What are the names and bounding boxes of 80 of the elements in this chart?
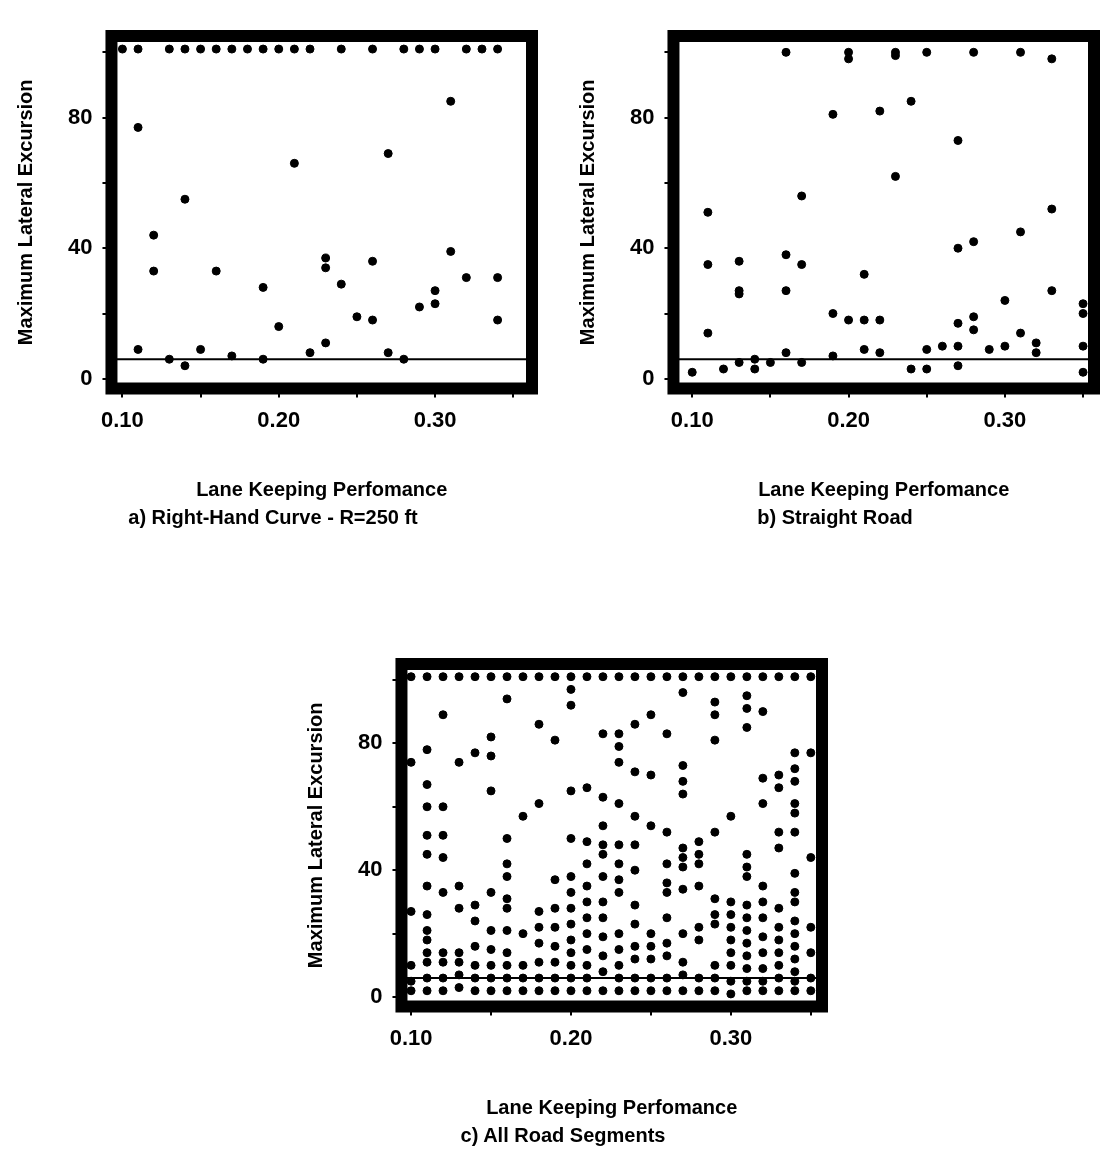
point [149,266,159,276]
point [227,44,237,54]
x-axis-title: Lane Keeping Perfomance [758,477,1010,500]
point [258,354,268,364]
point [274,44,284,54]
y-tick-label: 80 [67,103,93,129]
point [149,230,159,240]
point [399,354,409,364]
point [321,253,331,263]
point [461,273,471,283]
point [305,348,315,358]
y-tick-label: 0 [370,983,383,1009]
point [399,44,409,54]
point [180,194,190,204]
point [242,44,252,54]
point [305,44,315,54]
point [493,273,503,283]
point [211,266,221,276]
point [196,344,206,354]
point [258,282,268,292]
point [133,44,143,54]
y-tick-label: 0 [642,364,655,390]
x-tick-label: 0.10 [101,406,144,432]
point [117,44,127,54]
x-tick-label: 0.20 [257,406,301,432]
y-tick-label: 0 [80,364,93,390]
point [493,315,503,325]
point [430,286,440,296]
point [258,44,268,54]
point [289,158,299,168]
point [414,44,424,54]
point [274,322,284,332]
x-tick-label: 0.30 [983,406,1027,432]
point [493,44,503,54]
y-tick-label: 40 [629,234,655,260]
x-axis-title: Lane Keeping Perfomance [196,477,448,500]
point [430,44,440,54]
point [133,344,143,354]
point [383,348,393,358]
point [368,256,378,266]
point [164,44,174,54]
y-axis-title: Maximum Lateral Excursion [13,79,36,346]
point [133,122,143,132]
y-axis-title: Maximum Lateral Excursion [575,79,598,346]
point [336,279,346,289]
x-tick-label: 0.10 [389,1024,433,1050]
point [336,44,346,54]
point [289,44,299,54]
text: b) Straight Road [757,505,913,528]
point [430,299,440,309]
point [321,338,331,348]
point [414,302,424,312]
y-tick-label: 80 [629,103,655,129]
x-tick-label: 0.20 [827,406,870,432]
y-tick-label: 40 [67,234,93,260]
point [477,44,487,54]
point [368,315,378,325]
point [211,44,221,54]
point [383,149,393,159]
point [446,246,456,256]
x-tick-label: 0.10 [670,406,714,432]
x-axis-title: Lane Keeping Perfomance [486,1095,738,1118]
y-axis-title: Maximum Lateral Excursion [303,702,326,969]
x-tick-label: 0.30 [709,1024,753,1050]
text: a) Right-Hand Curve - R=250 ft [128,505,419,528]
point [321,263,331,273]
point [227,351,237,361]
point [196,44,206,54]
y-tick-label: 40 [357,856,383,882]
point [461,44,471,54]
x-tick-label: 0.30 [413,406,457,432]
text: c) All Road Segments [460,1123,666,1146]
point [180,44,190,54]
point [352,312,362,322]
y-tick-label: 80 [357,729,383,755]
point [180,361,190,371]
point [368,44,378,54]
point [446,96,456,106]
x-tick-label: 0.20 [549,1024,593,1050]
point [164,354,174,364]
